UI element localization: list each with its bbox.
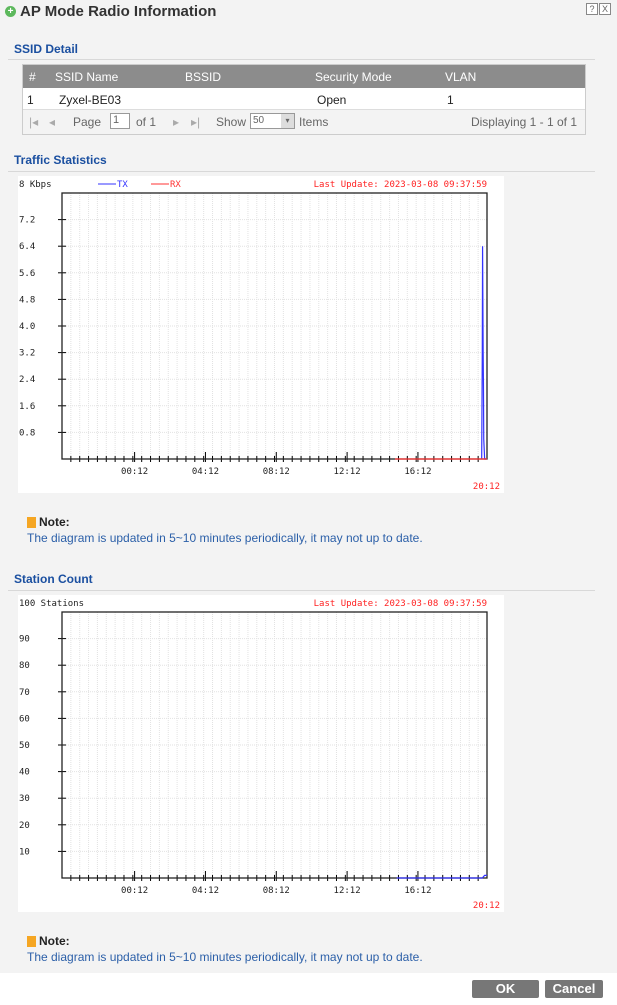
x-tick-label: 04:12 <box>192 467 219 477</box>
prev-page-icon[interactable]: ◂ <box>49 115 56 129</box>
last-update-label: Last Update: 2023-03-08 09:37:59 <box>314 180 487 190</box>
y-tick-label: 5.6 <box>19 269 35 279</box>
plus-icon: + <box>5 6 16 17</box>
traffic-note: Note: The diagram is updated in 5~10 min… <box>27 515 423 545</box>
unit-label: 100 Stations <box>19 599 84 609</box>
y-tick-label: 40 <box>19 768 30 778</box>
station-note: Note: The diagram is updated in 5~10 min… <box>27 934 423 964</box>
traffic-chart-svg: 0.8 1.6 2.4 3.2 4.0 4.8 5.6 6.4 7.2 00:12 04:12 08:… <box>19 180 500 492</box>
page-label: Page <box>73 115 102 129</box>
x-tick-label: 12:12 <box>334 886 361 896</box>
cell-ssid-name: Zyxel-BE03 <box>59 93 122 107</box>
legend-label-tx: TX <box>117 180 128 190</box>
legend-label-rx: RX <box>170 180 181 190</box>
unit-label: 8 Kbps <box>19 180 52 190</box>
col-index[interactable]: # <box>29 70 36 84</box>
y-tick-label: 0.8 <box>19 428 35 438</box>
divider <box>8 59 595 60</box>
y-tick-label: 30 <box>19 794 30 804</box>
page-size-value: 50 <box>253 115 265 126</box>
title-text: AP Mode Radio Information <box>20 3 217 20</box>
x-tick-label: 12:12 <box>334 467 361 477</box>
of-pages-label: of 1 <box>136 115 157 129</box>
end-time-label: 20:12 <box>473 901 500 911</box>
y-tick-label: 3.2 <box>19 349 35 359</box>
plot-frame <box>61 192 488 460</box>
ssid-detail-heading: SSID Detail <box>14 42 79 56</box>
x-tick-label: 08:12 <box>263 886 290 896</box>
series-line <box>396 874 487 879</box>
y-tick-label: 6.4 <box>19 242 35 252</box>
y-tick-label: 7.2 <box>19 216 35 226</box>
ok-button[interactable]: OK <box>472 980 539 998</box>
chevron-down-icon: ▾ <box>281 114 294 128</box>
first-page-icon[interactable]: |◂ <box>29 115 39 129</box>
ssid-table: # SSID Name BSSID Security Mode VLAN 1 Z… <box>22 64 586 135</box>
displaying-count: Displaying 1 - 1 of 1 <box>470 115 577 129</box>
station-chart: 10 20 30 40 50 60 70 80 90 00:12 04:12 08:12 12:12 16… <box>18 595 504 912</box>
x-tick-label: 00:12 <box>121 886 148 896</box>
series-line-tx <box>481 246 487 460</box>
divider <box>8 590 595 591</box>
y-tick-label: 1.6 <box>19 402 35 412</box>
note-title: Note: <box>39 515 70 529</box>
note-title: Note: <box>39 934 70 948</box>
items-label: Items <box>299 115 329 129</box>
x-tick-label: 04:12 <box>192 886 219 896</box>
cell-vlan: 1 <box>447 93 454 107</box>
note-icon <box>27 516 36 528</box>
last-update-label: Last Update: 2023-03-08 09:37:59 <box>314 599 487 609</box>
station-count-heading: Station Count <box>14 572 93 586</box>
x-tick-label: 08:12 <box>263 467 290 477</box>
last-page-icon[interactable]: ▸| <box>191 115 201 129</box>
note-icon <box>27 935 36 947</box>
y-tick-label: 4.8 <box>19 295 35 305</box>
cell-index: 1 <box>27 93 34 107</box>
cancel-button[interactable]: Cancel <box>545 980 603 998</box>
col-ssid-name[interactable]: SSID Name <box>55 70 119 84</box>
traffic-statistics-heading: Traffic Statistics <box>14 153 107 167</box>
cell-security-mode: Open <box>317 93 347 107</box>
pager: |◂ ◂ Page 1 of 1 ▸ ▸| Show 50 ▾ Items Dis… <box>23 110 585 134</box>
y-tick-label: 90 <box>19 635 30 645</box>
y-tick-label: 2.4 <box>19 375 35 385</box>
col-bssid[interactable]: BSSID <box>185 70 222 84</box>
x-tick-label: 16:12 <box>404 886 431 896</box>
x-tick-label: 16:12 <box>404 467 431 477</box>
y-tick-label: 70 <box>19 688 30 698</box>
page-input[interactable]: 1 <box>110 113 130 129</box>
traffic-chart: 0.8 1.6 2.4 3.2 4.0 4.8 5.6 6.4 7.2 00:12 04:12 08:… <box>18 176 504 493</box>
col-vlan[interactable]: VLAN <box>445 70 477 84</box>
show-label: Show <box>216 115 247 129</box>
table-row[interactable]: 1 Zyxel-BE03 Open 1 <box>23 88 585 110</box>
col-security-mode[interactable]: Security Mode <box>315 70 392 84</box>
y-tick-label: 10 <box>19 847 30 857</box>
y-tick-label: 4.0 <box>19 322 35 332</box>
help-icon[interactable]: ? <box>586 3 598 15</box>
note-text: The diagram is updated in 5~10 minutes p… <box>27 531 423 545</box>
table-header: # SSID Name BSSID Security Mode VLAN <box>23 65 585 88</box>
divider <box>8 171 595 172</box>
x-tick-label: 00:12 <box>121 467 148 477</box>
close-icon[interactable]: X <box>599 3 611 15</box>
note-text: The diagram is updated in 5~10 minutes p… <box>27 950 423 964</box>
y-tick-label: 80 <box>19 661 30 671</box>
end-time-label: 20:12 <box>473 482 500 492</box>
station-chart-svg: 10 20 30 40 50 60 70 80 90 00:12 04:12 08:12 12:12 16… <box>19 599 500 911</box>
y-tick-label: 20 <box>19 821 30 831</box>
page-size-select[interactable]: 50 ▾ <box>250 113 295 129</box>
window-title: + AP Mode Radio Information <box>5 3 216 20</box>
y-tick-label: 50 <box>19 741 30 751</box>
next-page-icon[interactable]: ▸ <box>173 115 180 129</box>
plot-frame <box>61 611 488 879</box>
y-tick-label: 60 <box>19 714 30 724</box>
